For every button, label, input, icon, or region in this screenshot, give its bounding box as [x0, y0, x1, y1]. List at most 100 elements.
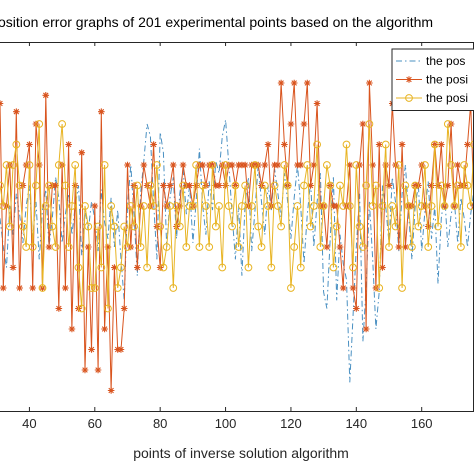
series-3-point: [15, 181, 24, 190]
series-3-point: [241, 181, 250, 190]
series-3-point: [133, 181, 142, 190]
series-3-point: [437, 181, 446, 190]
series-3-point: [74, 263, 83, 272]
series-3-point: [12, 140, 21, 149]
series-2-point: [366, 79, 373, 87]
series-3-point: [71, 161, 80, 169]
series-2-point: [310, 161, 318, 169]
series-2-point: [379, 264, 386, 271]
series-3-point: [231, 181, 240, 190]
x-tick-label: 140: [345, 416, 367, 431]
series-3-point: [407, 243, 416, 251]
series-2-point: [26, 141, 33, 148]
series-2-point: [385, 182, 393, 189]
series-3-point: [51, 243, 60, 251]
series-3-point: [18, 222, 27, 231]
series-2-point: [303, 79, 311, 87]
series-3-point: [146, 181, 155, 190]
series-2-point: [339, 284, 347, 292]
series-3-point: [97, 263, 106, 272]
series-3-point: [54, 161, 63, 169]
series-2-point: [71, 182, 79, 189]
series-3-point: [247, 202, 256, 210]
series-2-point: [117, 346, 125, 353]
series-2-point: [336, 243, 344, 251]
series-2-point: [52, 182, 59, 189]
series-2-point: [369, 161, 376, 169]
series-3-point: [9, 161, 17, 169]
series-3-point: [270, 181, 279, 190]
series-3-point: [120, 222, 129, 231]
series-3-point: [336, 181, 344, 190]
series-3-point: [260, 181, 269, 190]
series-2-point: [215, 182, 223, 189]
series-3-point: [309, 202, 318, 210]
series-3-point: [391, 222, 400, 231]
series-3-point: [355, 222, 364, 231]
series-3-point: [38, 284, 47, 292]
series-2-point: [65, 141, 72, 148]
x-tick-label: 40: [22, 416, 36, 431]
series-3-point: [202, 202, 210, 210]
series-3-point: [388, 202, 397, 210]
series-2-point: [359, 120, 367, 128]
series-3-point: [139, 202, 148, 210]
legend-entry-label: the pos: [426, 54, 465, 68]
series-3-point: [447, 161, 456, 169]
series-3-point: [394, 161, 403, 169]
series-3-point: [264, 202, 272, 210]
series-3-point: [107, 202, 116, 210]
series-3-point: [228, 222, 236, 231]
series-3-point: [208, 161, 217, 169]
series-3-point: [352, 161, 361, 169]
series-3-point: [417, 202, 426, 210]
series-3-point: [123, 243, 132, 251]
series-3-point: [159, 263, 168, 272]
series-2-point: [13, 108, 20, 115]
series-3-point: [94, 222, 102, 231]
legend-entry-label: the posi: [426, 73, 468, 87]
series-2-point: [228, 161, 236, 169]
series-3-point: [251, 161, 259, 169]
series-2-point: [313, 100, 321, 107]
series-3-point: [440, 202, 449, 210]
series-3-point: [313, 140, 321, 149]
series-3-point: [365, 120, 374, 128]
series-2-point: [382, 161, 390, 169]
series-3-point: [267, 263, 276, 272]
series-2-point: [290, 79, 298, 87]
series-3-point: [81, 202, 89, 210]
series-3-point: [25, 161, 34, 169]
series-2-point: [241, 161, 249, 169]
series-2-point: [402, 243, 409, 251]
series-3-point: [195, 243, 204, 251]
series-3-point: [254, 222, 263, 231]
series-3-point: [90, 284, 99, 292]
legend: the pos the posi the posi: [391, 48, 474, 111]
chart-title: osition error graphs of 201 experimental…: [0, 14, 433, 30]
series-3-point: [398, 284, 406, 292]
series-3-point: [188, 202, 197, 210]
series-3-point: [179, 181, 187, 190]
series-3-point: [5, 222, 14, 231]
series-3-point: [103, 304, 112, 313]
series-2-point: [111, 264, 118, 271]
series-2-point: [307, 182, 314, 189]
series-3-point: [332, 222, 341, 231]
series-3-point: [280, 161, 289, 169]
series-3-point: [48, 222, 57, 231]
series-3-point: [84, 222, 93, 231]
series-3-point: [345, 202, 354, 210]
series-3-point: [113, 284, 122, 292]
series-3-point: [296, 263, 305, 272]
series-3-point: [68, 202, 76, 210]
series-3-point: [290, 243, 299, 251]
series-2-point: [29, 284, 36, 292]
series-3-point: [87, 284, 96, 292]
series-3-point: [192, 161, 201, 169]
x-axis-label: points of inverse solution algorithm: [133, 445, 349, 461]
series-3-point: [427, 202, 436, 210]
series-3-point: [218, 263, 227, 272]
series-3-point: [303, 161, 312, 169]
series-3-point: [342, 140, 351, 149]
